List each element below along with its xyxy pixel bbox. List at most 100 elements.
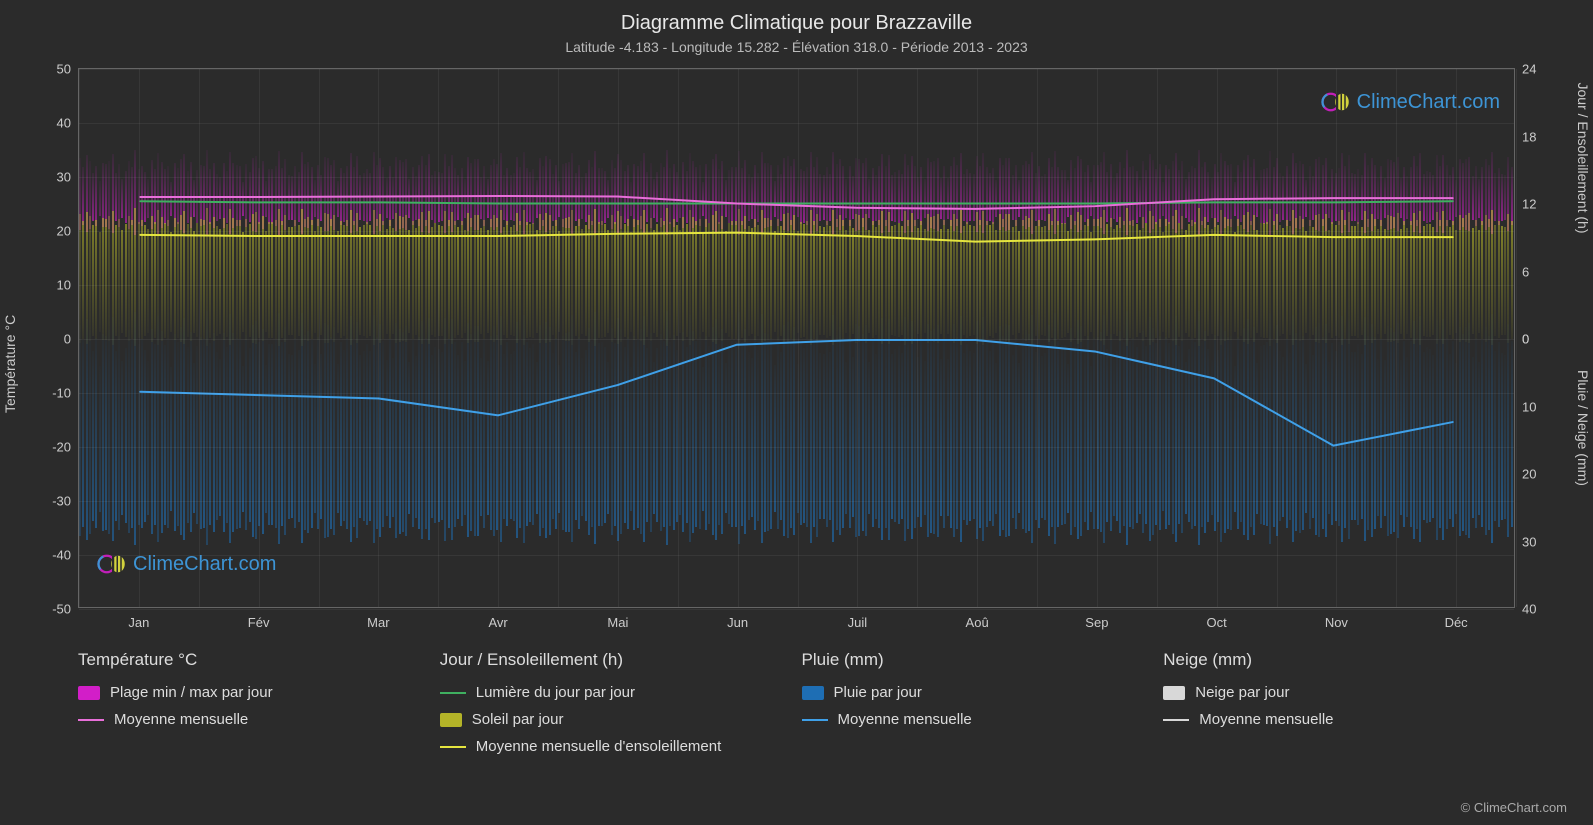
- legend-swatch: [802, 686, 824, 700]
- gridline-v: [1277, 69, 1278, 607]
- watermark-bottom-left: ClimeChart.com: [97, 549, 276, 579]
- legend-column: Neige (mm) Neige par jour Moyenne mensuell…: [1163, 650, 1515, 755]
- y-left-axis-label: Température °C: [2, 314, 18, 412]
- watermark-top-right: ClimeChart.com: [1321, 87, 1500, 117]
- y-left-tick: 0: [64, 332, 79, 347]
- legend-item: Moyenne mensuelle: [802, 711, 1154, 728]
- title-block: Diagramme Climatique pour Brazzaville La…: [0, 0, 1593, 55]
- month-tick: Jun: [727, 607, 748, 630]
- month-tick: Fév: [248, 607, 270, 630]
- legend-column: Pluie (mm) Pluie par jour Moyenne mensuell…: [802, 650, 1154, 755]
- gridline-v: [259, 69, 260, 607]
- y-right-top-axis-label: Jour / Ensoleillement (h): [1575, 83, 1591, 234]
- gridline-v: [798, 69, 799, 607]
- legend-column: Température °C Plage min / max par jour Mo…: [78, 650, 430, 755]
- y-right-bottom-tick: 30: [1514, 534, 1536, 549]
- legend-item: Soleil par jour: [440, 711, 792, 728]
- watermark-icon: [1321, 87, 1351, 117]
- gridline-v: [738, 69, 739, 607]
- gridline-v: [319, 69, 320, 607]
- gridline-h: [79, 339, 1514, 340]
- watermark-icon: [97, 549, 127, 579]
- legend-heading: Neige (mm): [1163, 650, 1515, 670]
- gridline-v: [1456, 69, 1457, 607]
- gridline-v: [977, 69, 978, 607]
- gridline-h: [79, 231, 1514, 232]
- gridline-v: [498, 69, 499, 607]
- plot-area: -50-40-30-20-100102030405006121824010203…: [78, 68, 1515, 608]
- chart-area: -50-40-30-20-100102030405006121824010203…: [78, 68, 1515, 608]
- legend-item: Neige par jour: [1163, 684, 1515, 701]
- month-tick: Jan: [128, 607, 149, 630]
- legend-heading: Température °C: [78, 650, 430, 670]
- month-tick: Mai: [607, 607, 628, 630]
- legend-heading: Jour / Ensoleillement (h): [440, 650, 792, 670]
- y-right-bottom-tick: 20: [1514, 467, 1536, 482]
- y-left-tick: -20: [52, 440, 79, 455]
- series-line: [140, 201, 1452, 203]
- y-left-tick: 40: [57, 116, 79, 131]
- legend-label: Plage min / max par jour: [110, 684, 273, 701]
- legend-label: Moyenne mensuelle: [114, 711, 248, 728]
- month-tick: Oct: [1207, 607, 1227, 630]
- gridline-v: [79, 69, 80, 607]
- legend-line-swatch: [78, 719, 104, 721]
- month-tick: Nov: [1325, 607, 1348, 630]
- legend-column: Jour / Ensoleillement (h)Lumière du jour…: [440, 650, 792, 755]
- gridline-h: [79, 609, 1514, 610]
- y-left-tick: -40: [52, 548, 79, 563]
- gridline-v: [199, 69, 200, 607]
- legend-line-swatch: [802, 719, 828, 721]
- gridline-v: [1157, 69, 1158, 607]
- copyright: © ClimeChart.com: [1461, 800, 1567, 815]
- month-tick: Aoû: [966, 607, 989, 630]
- gridline-v: [1336, 69, 1337, 607]
- legend-line-swatch: [1163, 719, 1189, 721]
- y-left-tick: 20: [57, 224, 79, 239]
- y-left-tick: -50: [52, 602, 79, 617]
- legend-line-swatch: [440, 746, 466, 748]
- gridline-h: [79, 69, 1514, 70]
- legend-item: Plage min / max par jour: [78, 684, 430, 701]
- gridline-h: [79, 447, 1514, 448]
- gridline-h: [79, 393, 1514, 394]
- legend-label: Moyenne mensuelle: [838, 711, 972, 728]
- chart-title: Diagramme Climatique pour Brazzaville: [0, 12, 1593, 35]
- gridline-v: [857, 69, 858, 607]
- month-tick: Mar: [367, 607, 389, 630]
- gridline-h: [79, 285, 1514, 286]
- series-line: [140, 233, 1452, 242]
- line-overlay: [79, 69, 1514, 607]
- legend-item: Pluie par jour: [802, 684, 1154, 701]
- legend: Température °C Plage min / max par jour Mo…: [78, 650, 1515, 755]
- gridline-v: [1217, 69, 1218, 607]
- gridline-v: [1396, 69, 1397, 607]
- legend-line-swatch: [440, 692, 466, 694]
- month-tick: Avr: [488, 607, 507, 630]
- month-tick: Sep: [1085, 607, 1108, 630]
- y-right-bottom-tick: 10: [1514, 399, 1536, 414]
- legend-heading: Pluie (mm): [802, 650, 1154, 670]
- y-right-top-tick: 18: [1514, 129, 1536, 144]
- gridline-h: [79, 177, 1514, 178]
- gridline-v: [1516, 69, 1517, 607]
- legend-item: Moyenne mensuelle d'ensoleillement: [440, 738, 792, 755]
- legend-label: Moyenne mensuelle d'ensoleillement: [476, 738, 722, 755]
- gridline-v: [438, 69, 439, 607]
- watermark-text: ClimeChart.com: [1357, 91, 1500, 114]
- legend-label: Moyenne mensuelle: [1199, 711, 1333, 728]
- gridline-v: [1037, 69, 1038, 607]
- y-right-bottom-axis-label: Pluie / Neige (mm): [1575, 370, 1591, 486]
- gridline-v: [1097, 69, 1098, 607]
- legend-swatch: [78, 686, 100, 700]
- gridline-v: [558, 69, 559, 607]
- gridline-h: [79, 123, 1514, 124]
- gridline-v: [618, 69, 619, 607]
- y-right-top-tick: 12: [1514, 197, 1536, 212]
- gridline-v: [678, 69, 679, 607]
- y-right-bottom-tick: 40: [1514, 602, 1536, 617]
- watermark-text: ClimeChart.com: [133, 553, 276, 576]
- y-right-top-tick: 24: [1514, 62, 1536, 77]
- chart-subtitle: Latitude -4.183 - Longitude 15.282 - Élé…: [0, 39, 1593, 55]
- month-tick: Déc: [1445, 607, 1468, 630]
